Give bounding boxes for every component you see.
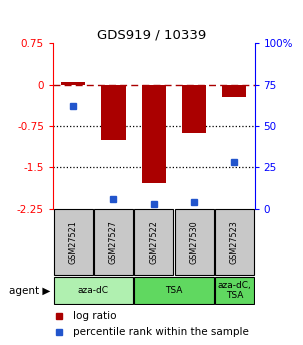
Bar bbox=[215, 209, 254, 275]
Text: TSA: TSA bbox=[165, 286, 183, 295]
Text: GSM27521: GSM27521 bbox=[69, 220, 78, 264]
Text: aza-dC,
TSA: aza-dC, TSA bbox=[218, 281, 251, 300]
Text: GSM27523: GSM27523 bbox=[230, 220, 239, 264]
Bar bbox=[102, 85, 125, 140]
Bar bbox=[54, 277, 133, 304]
Text: aza-dC: aza-dC bbox=[78, 286, 109, 295]
Text: agent ▶: agent ▶ bbox=[8, 286, 50, 296]
Text: GSM27527: GSM27527 bbox=[109, 220, 118, 264]
Bar bbox=[134, 209, 173, 275]
Text: GDS919 / 10339: GDS919 / 10339 bbox=[97, 28, 206, 41]
Bar bbox=[175, 209, 214, 275]
Bar bbox=[54, 209, 93, 275]
Bar bbox=[222, 85, 246, 97]
Bar bbox=[61, 82, 85, 85]
Bar bbox=[134, 277, 214, 304]
Bar bbox=[215, 277, 254, 304]
Text: percentile rank within the sample: percentile rank within the sample bbox=[73, 327, 249, 337]
Bar bbox=[182, 85, 206, 132]
Bar bbox=[94, 209, 133, 275]
Text: GSM27530: GSM27530 bbox=[190, 220, 198, 264]
Text: log ratio: log ratio bbox=[73, 310, 117, 321]
Bar bbox=[142, 85, 166, 183]
Text: GSM27522: GSM27522 bbox=[149, 220, 158, 264]
